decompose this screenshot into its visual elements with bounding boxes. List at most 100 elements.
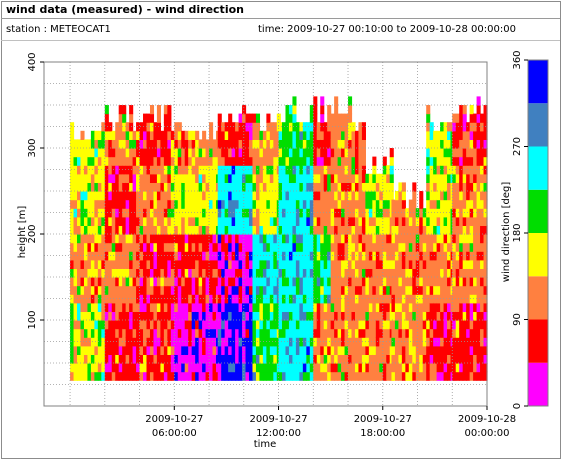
- heatmap-cell: [382, 216, 387, 226]
- heatmap-cell: [235, 208, 240, 218]
- heatmap-cell: [143, 242, 148, 252]
- heatmap-cell: [480, 113, 485, 123]
- heatmap-cell: [401, 199, 406, 209]
- heatmap-cell: [348, 371, 353, 381]
- heatmap-cell: [136, 294, 141, 304]
- heatmap-cell: [70, 234, 75, 244]
- heatmap-cell: [170, 311, 175, 321]
- heatmap-cell: [447, 302, 452, 312]
- heatmap-cell: [285, 259, 290, 269]
- heatmap-cell: [302, 242, 307, 252]
- heatmap-cell: [292, 354, 297, 364]
- heatmap-cell: [394, 259, 399, 269]
- heatmap-cell: [146, 354, 151, 364]
- heatmap-cell: [136, 259, 141, 269]
- heatmap-cell: [104, 311, 109, 321]
- heatmap-cell: [224, 259, 229, 269]
- heatmap-cell: [316, 130, 321, 140]
- heatmap-cell: [177, 191, 182, 201]
- heatmap-cell: [252, 216, 257, 226]
- heatmap-cell: [447, 371, 452, 381]
- heatmap-cell: [235, 242, 240, 252]
- heatmap-cell: [238, 139, 243, 149]
- heatmap-cell: [469, 199, 474, 209]
- heatmap-cell: [235, 130, 240, 140]
- heatmap-cell: [288, 191, 294, 201]
- heatmap-cell: [118, 337, 123, 347]
- heatmap-cell: [129, 199, 134, 209]
- heatmap-cell: [419, 277, 424, 287]
- heatmap-cell: [351, 199, 356, 209]
- heatmap-cell: [80, 225, 85, 235]
- heatmap-cell: [473, 337, 478, 347]
- heatmap-cell: [455, 199, 460, 209]
- heatmap-cell: [351, 234, 356, 244]
- heatmap-cell: [122, 199, 127, 209]
- heatmap-cell: [476, 139, 481, 149]
- heatmap-cell: [160, 208, 165, 218]
- heatmap-cell: [266, 294, 271, 304]
- heatmap-cell: [358, 216, 363, 226]
- heatmap-cell: [408, 259, 413, 269]
- heatmap-cell: [101, 268, 106, 278]
- heatmap-cell: [436, 234, 441, 244]
- heatmap-cell: [97, 294, 102, 304]
- heatmap-cell: [330, 148, 335, 158]
- heatmap-cell: [309, 285, 314, 295]
- heatmap-cell: [320, 302, 325, 312]
- heatmap-cell: [426, 148, 431, 158]
- heatmap-cell: [77, 328, 82, 338]
- heatmap-cell: [313, 259, 318, 269]
- heatmap-cell: [205, 345, 210, 355]
- heatmap-cell: [344, 277, 349, 287]
- heatmap-cell: [476, 105, 481, 115]
- heatmap-cell: [327, 242, 332, 252]
- heatmap-cell: [398, 345, 403, 355]
- heatmap-cell: [191, 156, 196, 166]
- heatmap-cell: [337, 328, 342, 338]
- heatmap-cell: [136, 208, 141, 218]
- heatmap-cell: [295, 268, 300, 278]
- heatmap-cell: [433, 320, 438, 330]
- heatmap-cell: [361, 354, 366, 364]
- heatmap-cell: [228, 130, 233, 140]
- heatmap-cell: [209, 156, 214, 166]
- heatmap-cell: [351, 191, 356, 201]
- heatmap-cell: [334, 251, 339, 261]
- heatmap-cell: [282, 130, 287, 140]
- heatmap-cell: [354, 371, 360, 381]
- heatmap-cell: [354, 173, 360, 183]
- heatmap-cell: [365, 191, 370, 201]
- heatmap-cell: [302, 208, 307, 218]
- heatmap-cell: [323, 139, 328, 149]
- heatmap-cell: [313, 191, 318, 201]
- heatmap-cell: [405, 354, 410, 364]
- heatmap-cell: [394, 371, 399, 381]
- heatmap-cell: [167, 302, 172, 312]
- heatmap-cell: [330, 216, 335, 226]
- heatmap-cell: [466, 371, 471, 381]
- heatmap-cell: [209, 363, 214, 373]
- heatmap-cell: [473, 156, 478, 166]
- heatmap-cell: [447, 320, 452, 330]
- heatmap-cell: [167, 294, 172, 304]
- heatmap-cell: [198, 156, 203, 166]
- heatmap-cell: [368, 285, 373, 295]
- heatmap-cell: [337, 363, 342, 373]
- heatmap-cell: [118, 191, 123, 201]
- heatmap-cell: [266, 268, 271, 278]
- heatmap-cell: [177, 242, 182, 252]
- heatmap-cell: [361, 345, 366, 355]
- heatmap-cell: [476, 354, 481, 364]
- heatmap-cell: [235, 173, 240, 183]
- heatmap-cell: [70, 363, 75, 373]
- heatmap-cell: [238, 182, 243, 192]
- heatmap-cell: [285, 354, 290, 364]
- heatmap-cell: [375, 225, 380, 235]
- heatmap-cell: [344, 285, 349, 295]
- heatmap-cell: [97, 354, 102, 364]
- heatmap-cell: [386, 363, 391, 373]
- heatmap-cell: [224, 199, 229, 209]
- colorbar-band: [528, 103, 548, 147]
- heatmap-cell: [245, 191, 250, 201]
